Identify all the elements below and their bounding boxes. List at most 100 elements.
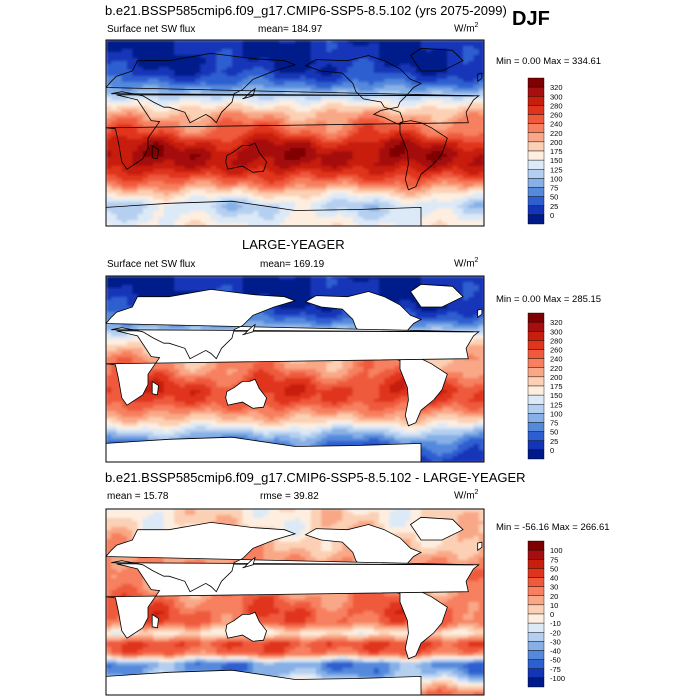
field-cell — [263, 127, 270, 131]
field-cell — [216, 52, 223, 56]
field-cell — [368, 157, 375, 161]
field-cell — [316, 148, 322, 152]
field-cell — [127, 103, 133, 107]
field-cell — [121, 172, 128, 176]
field-cell — [363, 175, 370, 179]
field-cell — [284, 282, 291, 286]
field-cell — [457, 190, 464, 194]
field-cell — [410, 211, 417, 215]
field-cell — [132, 208, 139, 212]
field-cell — [200, 202, 207, 206]
field-cell — [263, 49, 270, 53]
field-cell — [473, 76, 480, 80]
field-cell — [363, 70, 370, 74]
field-cell — [337, 166, 343, 170]
field-cell — [316, 288, 322, 292]
field-cell — [442, 223, 448, 226]
field-cell — [237, 276, 244, 280]
field-cell — [232, 172, 238, 176]
field-cell — [263, 223, 270, 226]
field-cell — [200, 112, 207, 116]
field-cell — [394, 196, 401, 200]
field-cell — [468, 166, 475, 170]
coastline-3 — [106, 94, 480, 170]
field-cell — [289, 73, 296, 77]
field-cell — [389, 294, 396, 298]
field-cell — [216, 103, 223, 107]
field-cell — [221, 157, 228, 161]
field-cell — [142, 64, 149, 68]
field-cell — [389, 136, 396, 140]
field-cell — [316, 133, 322, 137]
field-cell — [237, 157, 244, 161]
field-cell — [426, 208, 433, 212]
field-cell — [237, 118, 244, 122]
field-cell — [148, 139, 154, 143]
field-cell — [342, 169, 349, 173]
field-cell — [127, 91, 133, 95]
field-cell — [289, 130, 296, 134]
field-cell — [169, 178, 175, 182]
field-cell — [174, 291, 181, 295]
field-cell — [352, 46, 359, 50]
field-cell — [347, 199, 354, 203]
field-cell — [321, 106, 328, 110]
field-cell — [310, 91, 317, 95]
field-cell — [321, 118, 328, 122]
field-cell — [279, 211, 286, 215]
field-cell — [179, 82, 186, 86]
field-cell — [452, 49, 459, 53]
field-cell — [153, 285, 160, 289]
field-cell — [389, 46, 396, 50]
field-cell — [174, 130, 181, 134]
field-cell — [289, 211, 296, 215]
field-cell — [221, 154, 228, 158]
field-cell — [111, 106, 118, 110]
field-cell — [284, 112, 291, 116]
field-cell — [442, 214, 448, 218]
field-cell — [305, 103, 312, 107]
field-cell — [347, 285, 354, 289]
field-cell — [184, 205, 191, 209]
field-cell — [394, 160, 401, 164]
field-cell — [405, 184, 412, 188]
field-cell — [442, 67, 448, 71]
field-cell — [295, 46, 301, 50]
field-cell — [347, 109, 354, 113]
field-cell — [421, 85, 427, 89]
field-cell — [410, 205, 417, 209]
field-cell — [426, 160, 433, 164]
field-cell — [342, 217, 349, 221]
field-cell — [321, 178, 328, 182]
field-cell — [426, 142, 433, 146]
field-cell — [331, 279, 338, 283]
field-cell — [263, 43, 270, 47]
field-cell — [368, 58, 375, 62]
field-cell — [263, 109, 270, 113]
field-cell — [158, 82, 165, 86]
field-cell — [179, 79, 186, 83]
field-cell — [321, 181, 328, 185]
field-cell — [253, 121, 259, 125]
field-cell — [163, 166, 170, 170]
field-cell — [184, 94, 191, 98]
field-cell — [452, 55, 459, 59]
field-cell — [463, 214, 469, 218]
field-cell — [190, 100, 196, 104]
field-cell — [279, 70, 286, 74]
field-cell — [389, 58, 396, 62]
field-cell — [142, 291, 149, 295]
field-cell — [263, 282, 270, 286]
field-cell — [289, 163, 296, 167]
field-cell — [379, 52, 385, 56]
field-cell — [379, 121, 385, 125]
field-cell — [132, 190, 139, 194]
field-cell — [247, 211, 254, 215]
field-cell — [153, 288, 160, 292]
field-cell — [179, 46, 186, 50]
field-cell — [216, 109, 223, 113]
field-cell — [137, 136, 144, 140]
field-cell — [211, 79, 217, 83]
field-cell — [368, 163, 375, 167]
field-cell — [216, 169, 223, 173]
